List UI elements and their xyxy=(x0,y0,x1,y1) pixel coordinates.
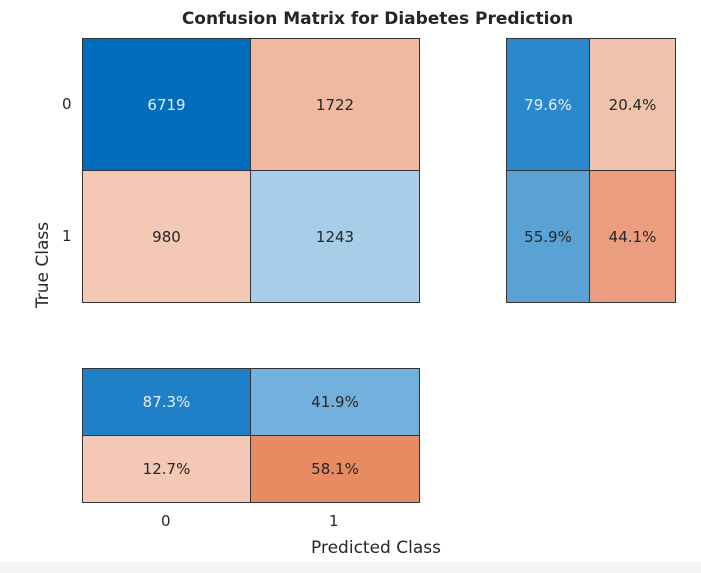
matrix-cell-0-1: 1722 xyxy=(250,38,420,171)
column-summary-cell-0-0: 87.3% xyxy=(82,368,251,436)
x-tick-label: 0 xyxy=(161,512,171,530)
row-summary-cell-1-0: 55.9% xyxy=(506,170,590,303)
bottom-strip xyxy=(0,562,701,573)
row-summary-cell-0-1: 20.4% xyxy=(589,38,676,171)
y-axis-label: True Class xyxy=(33,221,53,309)
row-summary-cell-1-1: 44.1% xyxy=(589,170,676,303)
y-tick-label: 1 xyxy=(62,227,72,245)
matrix-cell-1-1: 1243 xyxy=(250,170,420,303)
column-summary-cell-0-1: 41.9% xyxy=(250,368,420,436)
x-axis-label: Predicted Class xyxy=(311,538,441,558)
chart-title: Confusion Matrix for Diabetes Prediction xyxy=(181,9,574,29)
y-tick-label: 0 xyxy=(62,95,72,113)
matrix-cell-0-0: 6719 xyxy=(82,38,251,171)
column-summary-cell-1-0: 12.7% xyxy=(82,435,251,503)
row-summary-cell-0-0: 79.6% xyxy=(506,38,590,171)
column-summary-cell-1-1: 58.1% xyxy=(250,435,420,503)
x-tick-label: 1 xyxy=(329,512,339,530)
matrix-cell-1-0: 980 xyxy=(82,170,251,303)
